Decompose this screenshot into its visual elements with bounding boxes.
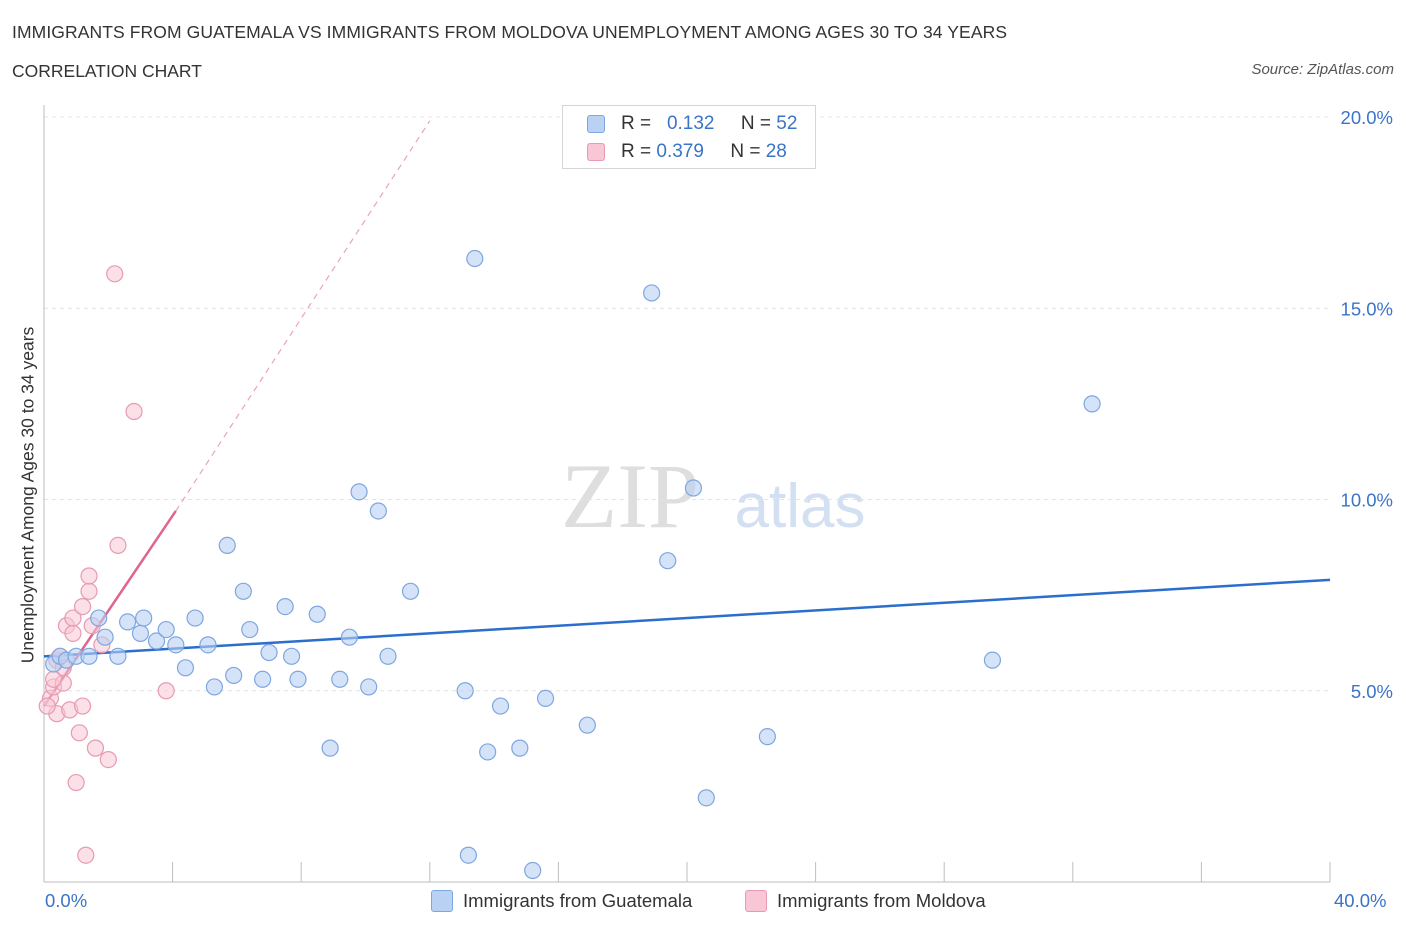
legend-n-label: N = <box>730 141 761 162</box>
chart-title: IMMIGRANTS FROM GUATEMALA VS IMMIGRANTS … <box>12 22 1008 42</box>
guatemala-point <box>135 609 153 627</box>
watermark-atlas: atlas <box>735 472 866 541</box>
guatemala-point <box>276 597 294 616</box>
guatemala-point <box>131 624 150 642</box>
guatemala-point <box>90 609 108 627</box>
bottom-legend-swatch-moldova <box>745 890 767 912</box>
moldova-point <box>64 609 82 627</box>
guatemala-point <box>289 670 307 688</box>
y-tick-label: 5.0% <box>1351 681 1393 702</box>
guatemala-point <box>578 716 596 734</box>
legend-n-value: 28 <box>765 141 787 162</box>
legend-box: R = 0.132 N = 52 R = 0.379 N = 28 <box>562 105 816 169</box>
guatemala-point <box>511 739 529 757</box>
moldova-point <box>125 402 143 421</box>
moldova-point <box>67 773 85 792</box>
guatemala-point <box>466 249 484 268</box>
legend-r-label: R = <box>621 141 652 162</box>
legend-r-value: 0.132 <box>666 113 715 134</box>
bottom-legend-label-moldova: Immigrants from Moldova <box>777 890 986 911</box>
guatemala-point <box>199 636 217 654</box>
legend-n-value: 52 <box>776 113 798 134</box>
guatemala-point <box>459 846 477 864</box>
moldova-point <box>80 567 98 585</box>
moldova-point <box>77 846 95 864</box>
legend-n-label: N = <box>740 113 772 134</box>
guatemala-point <box>456 682 474 700</box>
moldova-point <box>99 750 117 769</box>
moldova-point <box>45 670 63 688</box>
guatemala-point <box>524 861 542 880</box>
legend-r-label: R = <box>621 113 652 134</box>
guatemala-point <box>96 628 114 646</box>
guatemala-point <box>360 678 378 696</box>
bottom-legend-swatch-guatemala <box>431 890 453 912</box>
legend-swatch-guatemala <box>587 115 605 133</box>
bottom-legend-label-guatemala: Immigrants from Guatemala <box>463 890 693 911</box>
guatemala-point <box>205 678 223 696</box>
guatemala-point <box>186 609 204 627</box>
x-tick-label-min: 0.0% <box>45 890 88 911</box>
moldova-point <box>64 624 82 642</box>
guatemala-point <box>157 620 175 639</box>
moldova-point <box>80 582 98 600</box>
guatemala-point <box>218 536 236 555</box>
guatemala-point <box>254 670 272 688</box>
guatemala-trend-line <box>43 578 1331 658</box>
bottom-legend-moldova: Immigrants from Moldova <box>745 889 986 913</box>
guatemala-point <box>234 582 252 600</box>
guatemala-point <box>167 636 185 654</box>
watermark-zip: ZIP <box>561 445 699 547</box>
moldova-point <box>106 265 124 283</box>
guatemala-point <box>643 284 661 302</box>
guatemala-point <box>697 789 715 807</box>
moldova-point <box>157 682 175 700</box>
legend-r-value: 0.379 <box>656 141 704 162</box>
guatemala-point <box>80 647 98 665</box>
legend-row-guatemala: R = 0.132 N = 52 <box>587 113 797 135</box>
moldova-trend-extension <box>175 120 431 512</box>
guatemala-point <box>369 502 387 520</box>
y-axis-label: Unemployment Among Ages 30 to 34 years <box>17 326 38 664</box>
guatemala-point <box>282 647 301 665</box>
moldova-point <box>70 724 88 742</box>
legend-swatch-moldova <box>587 143 605 161</box>
guatemala-point <box>684 479 703 497</box>
guatemala-point <box>479 743 497 761</box>
guatemala-point <box>176 659 195 677</box>
legend-row-moldova: R = 0.379 N = 28 <box>587 141 787 163</box>
guatemala-point <box>491 697 510 715</box>
guatemala-point <box>536 689 555 708</box>
guatemala-point <box>331 670 349 688</box>
guatemala-point <box>225 666 243 685</box>
source-credit: Source: ZipAtlas.com <box>1251 61 1394 78</box>
guatemala-point <box>1083 395 1101 413</box>
chart-subtitle: CORRELATION CHART <box>12 61 202 81</box>
guatemala-point <box>340 628 359 646</box>
moldova-point <box>38 697 56 715</box>
x-tick-label-max: 40.0% <box>1334 890 1387 911</box>
moldova-point <box>73 697 92 715</box>
moldova-point <box>73 597 92 616</box>
guatemala-point <box>260 643 278 662</box>
guatemala-point <box>983 651 1002 669</box>
moldova-point <box>109 536 127 555</box>
guatemala-point <box>147 632 166 650</box>
y-tick-label: 15.0% <box>1341 298 1393 319</box>
guatemala-point <box>659 552 677 570</box>
moldova-point <box>86 739 105 757</box>
bottom-legend-guatemala: Immigrants from Guatemala <box>431 889 692 913</box>
guatemala-point <box>401 582 420 600</box>
guatemala-point <box>109 647 127 665</box>
y-tick-label: 20.0% <box>1341 107 1393 128</box>
guatemala-point <box>241 620 259 639</box>
guatemala-point <box>118 613 137 631</box>
y-tick-label: 10.0% <box>1341 490 1393 511</box>
guatemala-point <box>308 605 326 623</box>
guatemala-point <box>379 647 397 665</box>
guatemala-point <box>758 728 776 746</box>
guatemala-point <box>350 483 368 501</box>
guatemala-point <box>321 739 339 757</box>
